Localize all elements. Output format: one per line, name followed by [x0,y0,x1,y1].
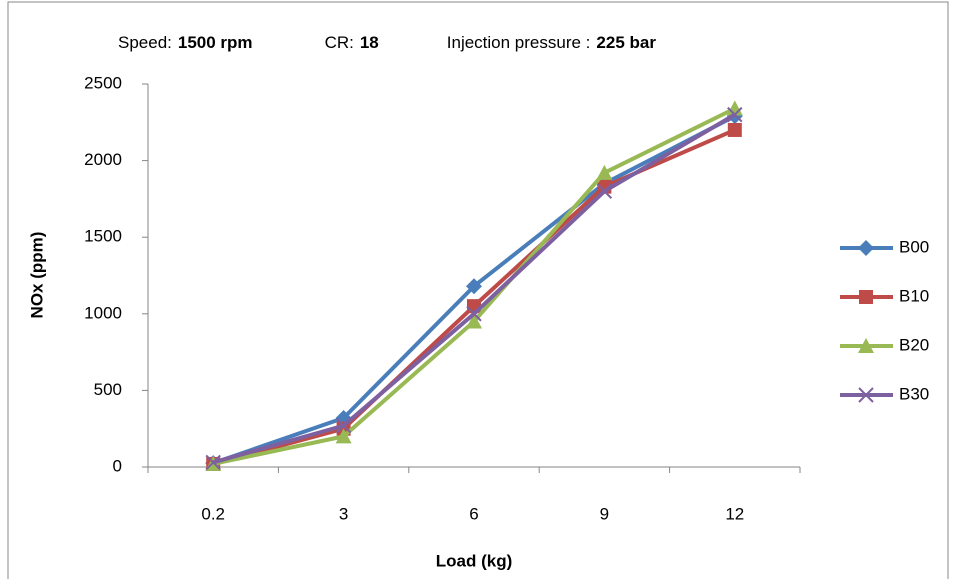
chart-title: Speed: 1500 rpm CR: 18 Injection pressure : 2… [118,33,656,52]
data-point [335,428,352,444]
y-tick-label: 2000 [84,150,122,169]
legend-label: B00 [899,237,929,256]
data-point [596,164,613,180]
data-point [466,278,482,295]
x-tick-label: 3 [339,504,348,523]
legend-label: B30 [899,384,929,403]
title-part: CR: [325,33,354,52]
data-point [205,454,221,471]
x-tick-label: 0.2 [201,504,225,523]
data-point [466,306,482,322]
title-part: 225 bar [596,33,656,52]
y-tick-label: 1000 [84,303,122,322]
y-tick-label: 1500 [84,227,122,246]
y-tick-label: 0 [113,456,122,475]
y-tick-label: 500 [94,380,122,399]
legend-marker [858,338,874,353]
legend-marker [858,387,874,403]
data-point [335,417,352,434]
legend-label: B20 [899,335,929,354]
title-part: Injection pressure : [447,33,591,52]
y-axis-label: NOx (ppm) [27,232,46,319]
chart-border [7,1,949,583]
legend-marker [859,290,873,304]
data-point [727,122,742,137]
x-tick-label: 9 [600,504,609,523]
x-tick-label: 6 [469,504,478,523]
data-point [596,183,613,199]
x-axis-label: Load (kg) [436,551,513,570]
y-tick-label: 2500 [84,73,122,92]
title-part: 1500 rpm [178,33,253,52]
title-part: Speed: [118,33,172,52]
title-part: 18 [360,33,379,52]
data-point [466,313,482,329]
data-point [727,106,743,123]
x-tick-label: 12 [725,504,744,523]
legend-label: B10 [899,286,929,305]
legend-marker [858,240,874,256]
